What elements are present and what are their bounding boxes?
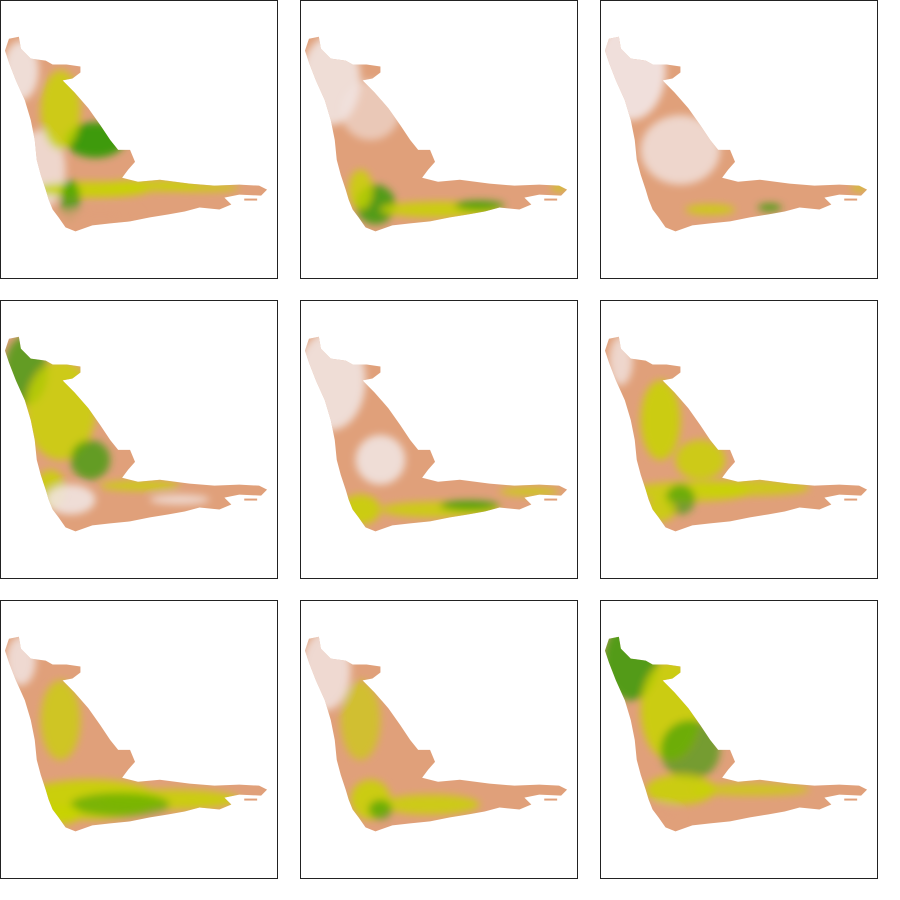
value-patch-high xyxy=(690,783,810,796)
value-patch-peak xyxy=(368,799,393,820)
map-panel-9 xyxy=(600,600,878,879)
map-panel-3 xyxy=(600,0,878,279)
value-patch-high xyxy=(499,487,560,496)
value-patch-peak xyxy=(70,439,111,480)
map-graphic xyxy=(304,636,568,832)
value-patch-high xyxy=(380,794,480,815)
map-graphic xyxy=(604,36,868,232)
region-values xyxy=(5,636,240,825)
value-patch-mid xyxy=(640,804,681,825)
value-patch-high xyxy=(690,479,810,496)
value-patch-high xyxy=(645,774,716,805)
value-patch-high xyxy=(159,183,240,192)
value-patch-peak xyxy=(454,200,505,211)
value-patch-peak xyxy=(660,720,721,780)
map-panel-4 xyxy=(0,300,278,579)
value-patch-low xyxy=(640,115,721,185)
value-patch-high xyxy=(645,497,676,522)
value-patch-high xyxy=(40,804,81,825)
map-graphic xyxy=(304,336,568,532)
value-patch-high xyxy=(100,480,180,491)
value-patch-low xyxy=(5,636,36,686)
value-patch-peak xyxy=(439,500,500,511)
map-graphic xyxy=(604,636,868,832)
value-patch-high xyxy=(685,204,736,215)
map-panel-8 xyxy=(300,600,578,879)
value-patch-high xyxy=(340,494,381,525)
value-patch-low xyxy=(340,80,401,140)
map-graphic xyxy=(4,336,268,532)
value-patch-high xyxy=(340,680,381,760)
map-panel-5 xyxy=(300,300,578,579)
value-patch-mid xyxy=(60,208,140,221)
region-values xyxy=(608,336,810,522)
map-panel-6 xyxy=(600,300,878,579)
value-patch-high xyxy=(551,184,568,191)
value-patch-peak xyxy=(70,792,170,817)
region-base xyxy=(304,336,568,532)
value-patch-low xyxy=(4,40,39,101)
value-patch-low xyxy=(608,336,633,386)
map-panel-1 xyxy=(0,0,278,279)
map-graphic xyxy=(304,36,568,232)
value-patch-peak xyxy=(60,179,81,220)
value-patch-high xyxy=(640,380,681,460)
value-patch-high xyxy=(348,169,373,210)
value-patch-low xyxy=(149,494,210,505)
region-base xyxy=(4,336,268,532)
value-patch-low xyxy=(45,484,96,515)
map-panel-2 xyxy=(300,0,578,279)
value-patch-high xyxy=(675,439,726,480)
map-graphic xyxy=(4,636,268,832)
value-patch-peak xyxy=(757,203,782,212)
value-patch-low xyxy=(355,435,406,485)
value-patch-low xyxy=(304,636,351,711)
value-patch-high xyxy=(851,184,868,191)
value-patch-high xyxy=(40,70,81,150)
map-panel-7 xyxy=(0,600,278,879)
map-graphic xyxy=(4,36,268,232)
value-patch-high xyxy=(40,680,81,760)
map-graphic xyxy=(604,336,868,532)
